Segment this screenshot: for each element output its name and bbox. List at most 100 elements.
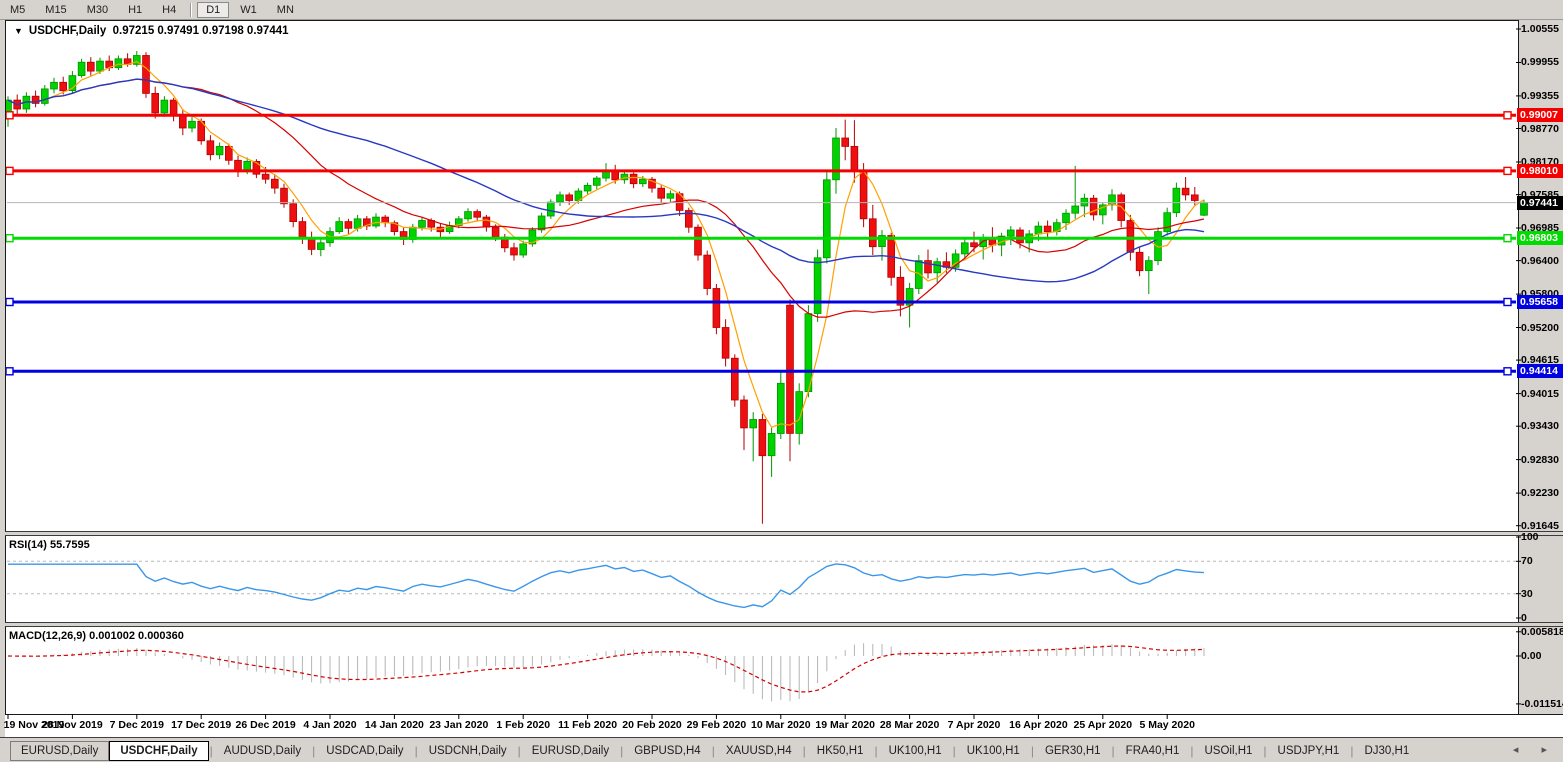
tab-separator: | xyxy=(620,743,624,758)
tab-separator: | xyxy=(1350,743,1354,758)
macd-panel[interactable] xyxy=(5,626,1519,716)
date-axis-tick: 23 Jan 2020 xyxy=(429,719,489,731)
price-chart-panel[interactable] xyxy=(5,20,1519,533)
tab-separator: | xyxy=(711,743,715,758)
tab-separator: | xyxy=(312,743,316,758)
timeframe-button-d1[interactable]: D1 xyxy=(197,1,230,18)
date-axis-tick: 4 Jan 2020 xyxy=(303,719,357,731)
collapse-icon[interactable]: ▼ xyxy=(14,26,23,36)
date-axis-tick: 28 Mar 2020 xyxy=(879,719,940,731)
date-axis-tick: 7 Apr 2020 xyxy=(947,719,1001,731)
rsi-axis-tick: 70 xyxy=(1521,555,1533,568)
timeframe-button-w1[interactable]: W1 xyxy=(240,3,257,16)
macd-axis-tick: 0.005818 xyxy=(1521,625,1563,638)
price-axis-tick: 0.96400 xyxy=(1521,254,1559,267)
panel-splitter[interactable] xyxy=(5,531,1563,536)
chart-ohlc-values: 0.97215 0.97491 0.97198 0.97441 xyxy=(112,25,289,37)
date-axis-tick: 29 Feb 2020 xyxy=(686,719,747,731)
date-axis-tick: 25 Apr 2020 xyxy=(1073,719,1133,731)
date-axis-tick: 20 Feb 2020 xyxy=(622,719,682,731)
chart-tab-ger30-h1[interactable]: GER30,H1 xyxy=(1044,744,1101,757)
date-axis-tick: 14 Jan 2020 xyxy=(364,719,424,731)
price-level-badge: 0.95658 xyxy=(1517,294,1563,309)
chart-tab-xauusd-h4[interactable]: XAUUSD,H4 xyxy=(725,744,792,757)
timeframe-button-m30[interactable]: M30 xyxy=(86,3,109,16)
rsi-axis-tick: 100 xyxy=(1521,531,1539,543)
price-axis-tick: 0.94015 xyxy=(1521,387,1559,400)
panel-splitter[interactable] xyxy=(5,622,1563,627)
date-axis-tick: 16 Apr 2020 xyxy=(1009,719,1068,731)
rsi-axis-tick: 30 xyxy=(1521,587,1533,600)
date-axis-tick: 19 Nov 2019 xyxy=(3,719,65,731)
chart-tab-usdcnh-daily[interactable]: USDCNH,Daily xyxy=(428,744,507,757)
macd-label: MACD(12,26,9) 0.001002 0.000360 xyxy=(9,630,184,642)
chart-tab-eurusd-daily[interactable]: EURUSD,Daily xyxy=(531,744,610,757)
chart-tab-usdchf-daily[interactable]: USDCHF,Daily xyxy=(109,740,209,761)
price-axis-tick: 0.99955 xyxy=(1521,56,1559,69)
timeframe-button-mn[interactable]: MN xyxy=(276,3,294,16)
date-axis-tick: 17 Dec 2019 xyxy=(171,719,232,731)
chart-tab-audusd-daily[interactable]: AUDUSD,Daily xyxy=(223,744,302,757)
tab-separator: | xyxy=(209,743,213,758)
chart-tab-usoil-h1[interactable]: USOil,H1 xyxy=(1204,744,1253,757)
chart-tab-usdjpy-h1[interactable]: USDJPY,H1 xyxy=(1277,744,1340,757)
tab-separator: | xyxy=(1111,743,1115,758)
chart-tab-hk50-h1[interactable]: HK50,H1 xyxy=(816,744,864,757)
price-axis-tick: 0.92230 xyxy=(1521,487,1559,500)
price-axis-tick: 0.95200 xyxy=(1521,321,1559,334)
price-axis-tick: 1.00555 xyxy=(1521,23,1559,36)
price-level-badge: 0.96803 xyxy=(1517,231,1563,246)
timeframe-button-m5[interactable]: M5 xyxy=(10,3,26,16)
current-price-badge: 0.97441 xyxy=(1517,195,1563,210)
tab-separator: | xyxy=(952,743,956,758)
tab-separator: | xyxy=(414,743,418,758)
tab-separator: | xyxy=(517,743,521,758)
chart-tab-gbpusd-h4[interactable]: GBPUSD,H4 xyxy=(634,744,701,757)
date-axis-tick: 7 Dec 2019 xyxy=(109,719,164,731)
price-axis-tick: 0.96985 xyxy=(1521,222,1559,235)
rsi-axis-tick: 0 xyxy=(1521,612,1527,624)
date-axis-tick: 26 Dec 2019 xyxy=(235,719,296,731)
tab-separator: | xyxy=(802,743,806,758)
timeframe-toolbar: M5 M15 M30 H1 H4 D1 W1 MN xyxy=(0,0,1563,20)
timeframe-button-m15[interactable]: M15 xyxy=(45,3,67,16)
toolbar-separator xyxy=(190,2,193,17)
price-axis-tick: 0.99355 xyxy=(1521,89,1559,102)
macd-axis-tick: 0.00 xyxy=(1521,650,1542,662)
date-axis-tick: 1 Feb 2020 xyxy=(496,719,551,731)
date-axis-tick: 11 Feb 2020 xyxy=(558,719,618,731)
price-level-badge: 0.99007 xyxy=(1517,108,1563,123)
chart-tab-fra40-h1[interactable]: FRA40,H1 xyxy=(1125,744,1180,757)
price-axis-tick: 0.94615 xyxy=(1521,354,1559,367)
chart-tab-usdcad-daily[interactable]: USDCAD,Daily xyxy=(326,744,404,757)
date-axis-tick: 19 Mar 2020 xyxy=(815,719,875,731)
tab-scroll-arrows[interactable]: ◂ ▸ xyxy=(1512,744,1557,756)
price-axis-tick: 0.91645 xyxy=(1521,519,1559,532)
timeframe-button-h1[interactable]: H1 xyxy=(128,3,143,16)
rsi-panel[interactable] xyxy=(5,535,1519,624)
tab-separator: | xyxy=(1030,743,1034,758)
price-level-badge: 0.94414 xyxy=(1517,364,1563,379)
chart-symbol-label: USDCHF,Daily xyxy=(28,25,107,37)
chart-tab-eurusd-daily[interactable]: EURUSD,Daily xyxy=(10,740,110,761)
chart-tab-uk100-h1[interactable]: UK100,H1 xyxy=(966,744,1020,757)
date-axis xyxy=(5,714,1563,738)
price-level-badge: 0.98010 xyxy=(1517,163,1563,178)
chart-title: ▼ USDCHF,Daily 0.97215 0.97491 0.97198 0.… xyxy=(14,25,289,37)
date-axis-tick: 28 Nov 2019 xyxy=(42,719,103,731)
price-axis-tick: 0.92830 xyxy=(1521,453,1559,466)
chart-tabbar: EURUSD,Daily USDCHF,Daily | AUDUSD,Daily | US… xyxy=(0,737,1563,762)
price-axis-tick: 0.93430 xyxy=(1521,420,1559,433)
chart-tab-uk100-h1[interactable]: UK100,H1 xyxy=(888,744,942,757)
rsi-label: RSI(14) 55.7595 xyxy=(9,539,90,551)
tab-separator: | xyxy=(1190,743,1194,758)
timeframe-button-h4[interactable]: H4 xyxy=(162,3,177,16)
date-axis-tick: 5 May 2020 xyxy=(1139,719,1195,731)
chart-tab-dj30-h1[interactable]: DJ30,H1 xyxy=(1364,744,1410,757)
date-axis-tick: 10 Mar 2020 xyxy=(751,719,811,731)
tab-separator: | xyxy=(1263,743,1267,758)
price-axis-tick: 0.98770 xyxy=(1521,122,1559,135)
macd-axis-tick: -0.011514 xyxy=(1521,697,1563,710)
tab-separator: | xyxy=(874,743,878,758)
